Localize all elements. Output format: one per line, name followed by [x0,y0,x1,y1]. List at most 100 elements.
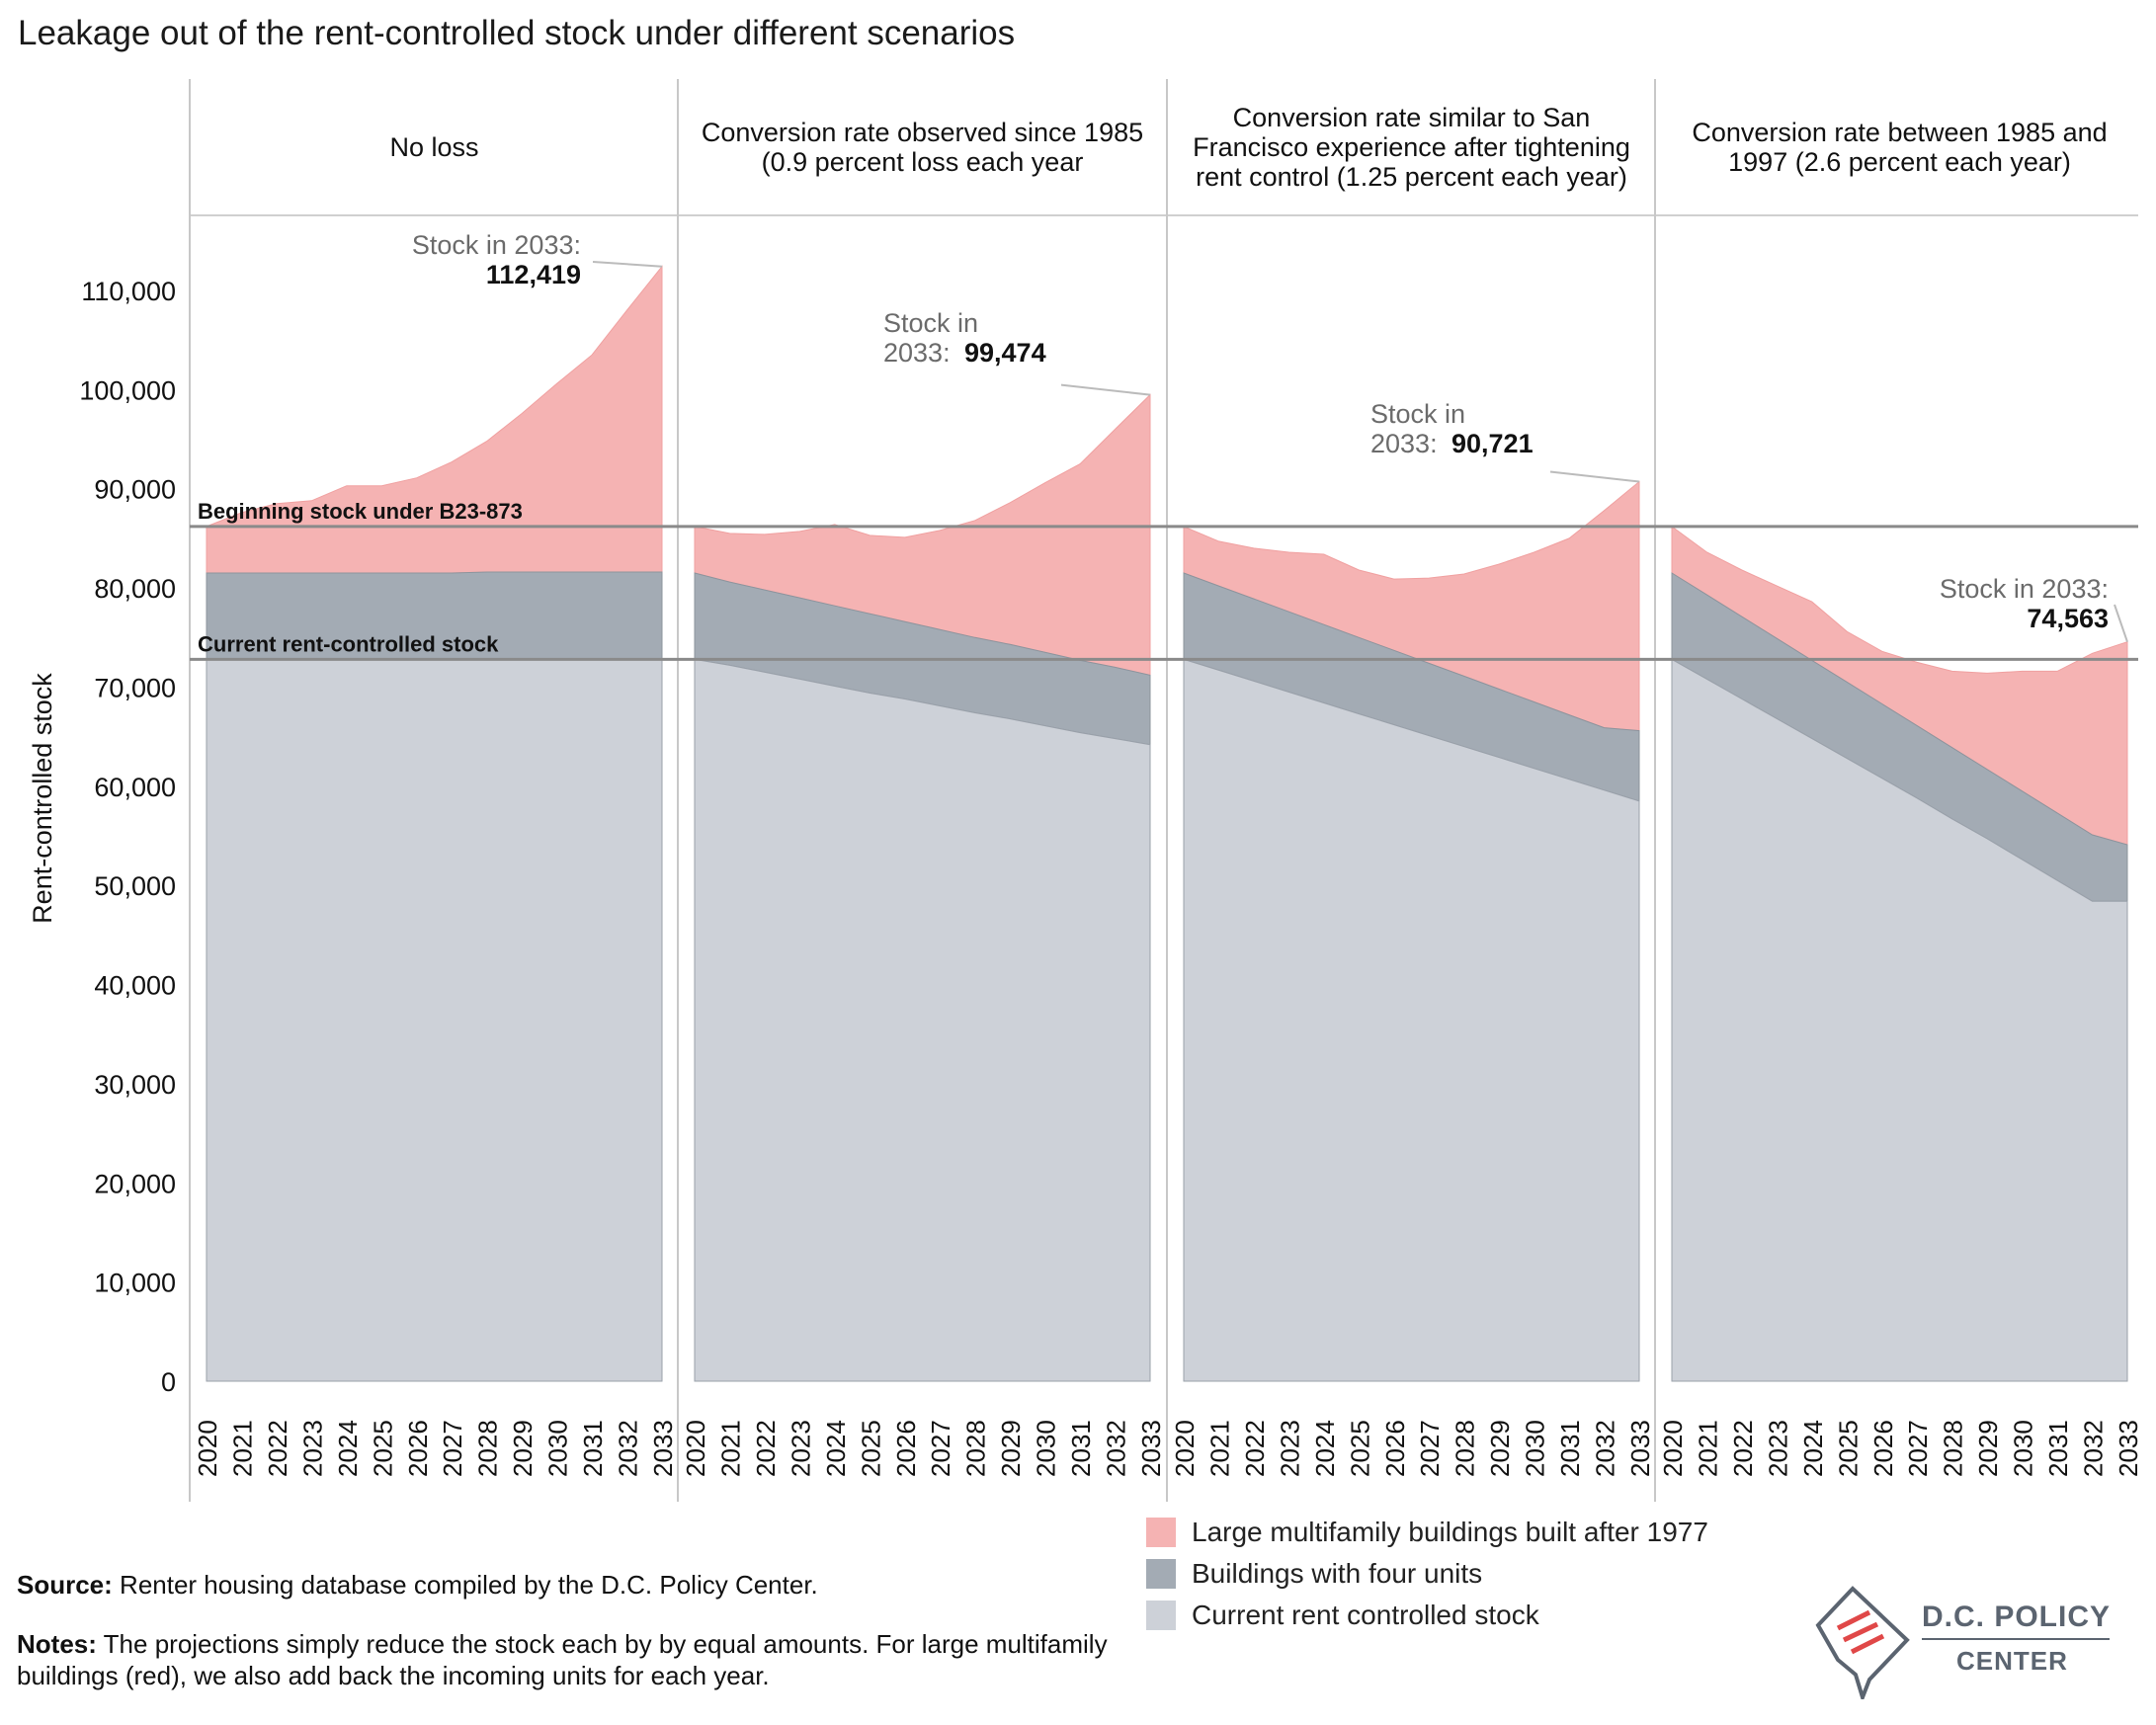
dc-policy-center-logo: D.C. POLICY CENTER [1808,1581,2134,1699]
x-tick-label: 2022 [1728,1420,1758,1477]
annotation-value: 90,721 [1451,429,1534,458]
x-tick-label: 2033 [2114,1420,2143,1477]
x-tick-label: 2033 [1136,1420,1166,1477]
x-tick-label: 2021 [228,1420,258,1477]
x-tick-label: 2026 [1380,1420,1410,1477]
x-tick-label: 2025 [856,1420,885,1477]
source-text: Renter housing database compiled by the … [120,1570,818,1600]
x-tick-label: 2024 [821,1420,851,1477]
x-tick-label: 2026 [403,1420,433,1477]
area-current-stock [1183,658,1640,1382]
panel-title: Conversion rate similar to San [1233,103,1591,132]
x-tick-label: 2027 [1903,1420,1933,1477]
panel-title: rent control (1.25 percent each year) [1196,162,1627,192]
x-tick-label: 2027 [1415,1420,1445,1477]
y-tick-label: 30,000 [94,1070,176,1100]
x-tick-label: 2020 [193,1420,222,1477]
x-tick-label: 2026 [1868,1420,1898,1477]
y-tick-label: 60,000 [94,773,176,802]
x-tick-label: 2024 [1310,1420,1340,1477]
chart-title: Leakage out of the rent-controlled stock… [18,14,1016,52]
notes-text: The projections simply reduce the stock … [17,1629,1108,1690]
x-tick-label: 2028 [961,1420,991,1477]
legend: Large multifamily buildings built after … [1146,1512,1708,1636]
x-tick-label: 2021 [1694,1420,1723,1477]
annotation-label: 2033: [883,338,951,368]
x-tick-label: 2032 [1102,1420,1131,1477]
y-tick-label: 40,000 [94,971,176,1001]
annotation-label: 2033: [1370,429,1438,458]
annotation-label: Stock in [883,308,978,338]
x-tick-label: 2027 [438,1420,467,1477]
x-tick-label: 2020 [1658,1420,1688,1477]
x-tick-label: 2028 [1451,1420,1480,1477]
panel-title: Conversion rate observed since 1985 [702,118,1143,147]
y-tick-label: 90,000 [94,475,176,505]
annotation-leader [2114,604,2128,642]
x-tick-label: 2023 [297,1420,327,1477]
legend-swatch [1146,1518,1176,1547]
x-tick-label: 2031 [1066,1420,1096,1477]
panel-title: Francisco experience after tightening [1193,132,1630,162]
y-tick-label: 110,000 [81,277,176,306]
area-current-stock [1671,658,2128,1382]
y-tick-label: 50,000 [94,871,176,901]
x-tick-label: 2025 [1833,1420,1863,1477]
notes-label: Notes: [17,1629,97,1659]
x-tick-label: 2029 [996,1420,1026,1477]
legend-swatch [1146,1601,1176,1630]
x-tick-label: 2022 [1240,1420,1270,1477]
x-tick-label: 2023 [786,1420,815,1477]
logo-line-2: CENTER [1956,1646,2068,1676]
annotation-label: Stock in 2033: [412,230,581,260]
x-tick-label: 2029 [1973,1420,2003,1477]
x-tick-label: 2033 [648,1420,678,1477]
y-tick-label: 0 [161,1367,176,1397]
x-tick-label: 2023 [1763,1420,1792,1477]
legend-item-four-units: Buildings with four units [1146,1553,1708,1595]
y-tick-label: 20,000 [94,1169,176,1198]
x-tick-label: 2029 [1485,1420,1515,1477]
x-tick-label: 2024 [333,1420,363,1477]
legend-item-current-stock: Current rent controlled stock [1146,1595,1708,1636]
panel-title: (0.9 percent loss each year [762,147,1084,177]
annotation-label: Stock in 2033: [1940,574,2109,604]
x-tick-label: 2032 [2079,1420,2109,1477]
dc-map-icon [1815,1586,1910,1699]
area-current-stock [206,658,663,1382]
x-tick-label: 2025 [1345,1420,1374,1477]
x-tick-label: 2023 [1275,1420,1304,1477]
x-tick-label: 2031 [1555,1420,1585,1477]
y-tick-label: 100,000 [79,375,176,405]
x-tick-label: 2033 [1625,1420,1655,1477]
x-tick-label: 2030 [2009,1420,2038,1477]
logo-line-1: D.C. POLICY [1922,1601,2112,1633]
annotation-value: 74,563 [2027,604,2109,633]
y-axis-label: Rent-controlled stock [28,673,57,924]
annotation-leader [1060,383,1151,396]
x-tick-label: 2022 [751,1420,781,1477]
y-tick-label: 10,000 [94,1269,176,1298]
panel-title: Conversion rate between 1985 and [1692,118,2107,147]
x-tick-label: 2030 [543,1420,573,1477]
legend-swatch [1146,1559,1176,1589]
x-tick-label: 2028 [473,1420,503,1477]
panel-title: No loss [389,132,478,162]
annotation-value: 99,474 [964,338,1046,368]
annotation-leader [592,261,663,268]
x-tick-label: 2029 [508,1420,538,1477]
notes: Notes: The projections simply reduce the… [17,1628,1114,1691]
x-tick-label: 2032 [1591,1420,1620,1477]
annotation-leader [1549,470,1640,483]
x-tick-label: 2025 [368,1420,397,1477]
y-tick-label: 80,000 [94,574,176,604]
annotation-value: 112,419 [486,260,581,289]
x-tick-label: 2031 [578,1420,608,1477]
x-tick-label: 2027 [926,1420,955,1477]
source-label: Source: [17,1570,113,1600]
x-tick-label: 2021 [716,1420,746,1477]
legend-item-large-multifamily: Large multifamily buildings built after … [1146,1512,1708,1553]
faceted-area-chart: 0 10,000 20,000 30,000 40,000 50,000 60,000 70,… [28,79,2143,1502]
reference-line-label: Current rent-controlled stock [198,631,499,656]
x-tick-label: 2021 [1205,1420,1235,1477]
